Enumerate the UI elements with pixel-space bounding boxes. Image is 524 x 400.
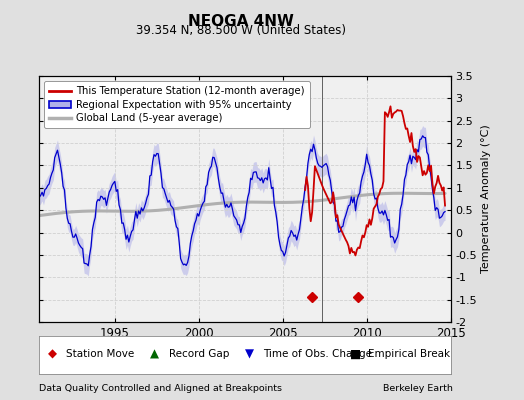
Text: ◆: ◆	[48, 348, 57, 361]
Text: 39.354 N, 88.500 W (United States): 39.354 N, 88.500 W (United States)	[136, 24, 346, 37]
Text: Empirical Break: Empirical Break	[368, 349, 451, 359]
Text: Record Gap: Record Gap	[169, 349, 229, 359]
Legend: This Temperature Station (12-month average), Regional Expectation with 95% uncer: This Temperature Station (12-month avera…	[45, 81, 310, 128]
Text: ■: ■	[350, 348, 361, 361]
Text: Station Move: Station Move	[66, 349, 134, 359]
Text: Berkeley Earth: Berkeley Earth	[384, 384, 453, 393]
Text: Data Quality Controlled and Aligned at Breakpoints: Data Quality Controlled and Aligned at B…	[39, 384, 282, 393]
Y-axis label: Temperature Anomaly (°C): Temperature Anomaly (°C)	[481, 125, 492, 273]
Text: Time of Obs. Change: Time of Obs. Change	[264, 349, 373, 359]
Text: NEOGA 4NW: NEOGA 4NW	[188, 14, 294, 29]
Text: ▲: ▲	[150, 348, 159, 361]
Text: ▼: ▼	[245, 348, 254, 361]
